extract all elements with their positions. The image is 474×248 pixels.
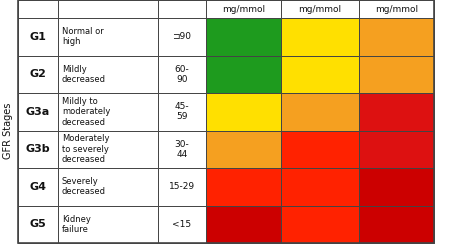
Bar <box>58 168 158 206</box>
Bar <box>158 206 206 243</box>
Text: G3b: G3b <box>26 144 50 154</box>
Bar <box>158 56 206 93</box>
Bar <box>281 0 359 18</box>
Bar <box>281 206 359 243</box>
Bar <box>18 206 58 243</box>
Text: 45-
59: 45- 59 <box>175 102 189 122</box>
Bar <box>359 206 434 243</box>
Bar <box>206 0 281 18</box>
Text: mg/mmol: mg/mmol <box>375 4 418 13</box>
Bar <box>359 130 434 168</box>
Text: G3a: G3a <box>26 107 50 117</box>
Bar <box>18 93 58 130</box>
Text: ⊐90: ⊐90 <box>173 32 191 41</box>
Text: Severely
decreased: Severely decreased <box>62 177 106 196</box>
Bar <box>58 56 158 93</box>
Text: G2: G2 <box>29 69 46 79</box>
Text: Kidney
failure: Kidney failure <box>62 215 91 234</box>
Text: G5: G5 <box>29 219 46 229</box>
Bar <box>158 93 206 130</box>
Text: G4: G4 <box>29 182 46 192</box>
Bar <box>281 130 359 168</box>
Text: 15-29: 15-29 <box>169 182 195 191</box>
Bar <box>281 56 359 93</box>
Bar <box>281 18 359 56</box>
Bar <box>58 18 158 56</box>
Bar <box>18 130 58 168</box>
Text: GFR Stages: GFR Stages <box>3 102 13 159</box>
Bar <box>206 93 281 130</box>
Bar <box>359 0 434 18</box>
Text: 30-
44: 30- 44 <box>174 140 190 159</box>
Bar <box>58 0 158 18</box>
Text: G1: G1 <box>29 32 46 42</box>
Bar <box>359 168 434 206</box>
Bar <box>158 18 206 56</box>
Text: 60-
90: 60- 90 <box>174 64 190 84</box>
Text: Moderately
to severely
decreased: Moderately to severely decreased <box>62 134 109 164</box>
Bar <box>206 56 281 93</box>
Bar <box>281 93 359 130</box>
Text: Normal or
high: Normal or high <box>62 27 104 46</box>
Bar <box>206 168 281 206</box>
Text: <15: <15 <box>173 220 191 229</box>
Bar <box>18 18 58 56</box>
Bar <box>58 93 158 130</box>
Bar <box>18 168 58 206</box>
Text: mg/mmol: mg/mmol <box>222 4 265 13</box>
Bar <box>158 168 206 206</box>
Bar <box>281 168 359 206</box>
Bar <box>58 130 158 168</box>
Bar <box>158 0 206 18</box>
Bar <box>58 206 158 243</box>
Bar <box>206 130 281 168</box>
Bar <box>359 56 434 93</box>
Text: Mildly
decreased: Mildly decreased <box>62 64 106 84</box>
Bar <box>359 93 434 130</box>
Bar <box>206 18 281 56</box>
Bar <box>18 0 58 18</box>
Text: mg/mmol: mg/mmol <box>299 4 342 13</box>
Bar <box>18 0 434 243</box>
Bar <box>359 18 434 56</box>
Bar <box>206 206 281 243</box>
Bar <box>158 130 206 168</box>
Text: Mildly to
moderately
decreased: Mildly to moderately decreased <box>62 97 110 127</box>
Bar <box>18 56 58 93</box>
